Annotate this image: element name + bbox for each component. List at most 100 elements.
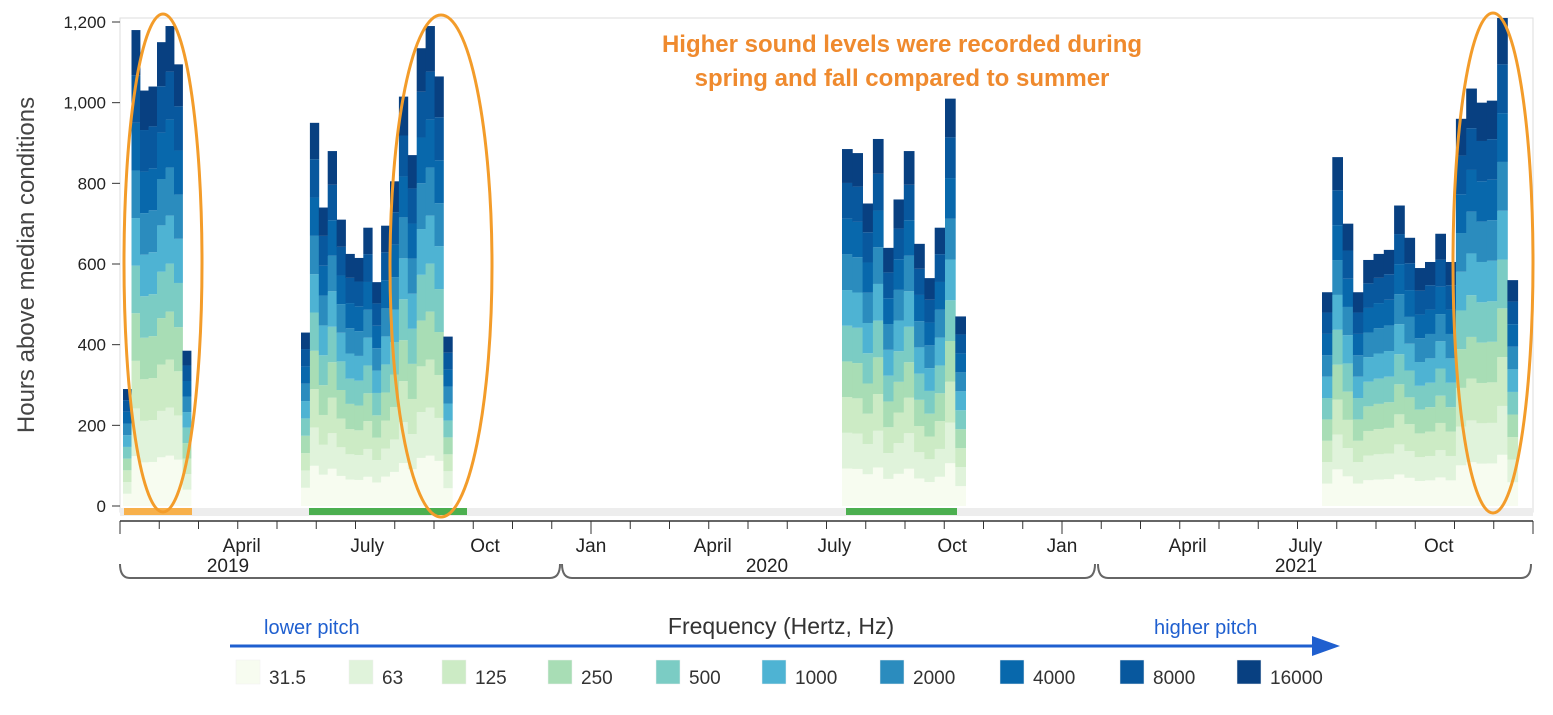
- bar-segment-500: [903, 326, 915, 363]
- bar-segment-63: [148, 420, 158, 462]
- bar-segment-63: [1363, 455, 1374, 481]
- bar-segment-31.5: [1352, 483, 1364, 506]
- bar-segment-4000: [893, 259, 905, 290]
- legend-swatch-4000: [999, 659, 1025, 685]
- bar-segment-250: [842, 361, 853, 398]
- bar-segment-16000: [301, 332, 311, 350]
- bar-segment-4000: [131, 122, 141, 171]
- bar-segment-250: [174, 327, 183, 372]
- bar-segment-63: [381, 448, 391, 477]
- bar-segment-125: [309, 389, 320, 428]
- y-tick-label: 1,200: [63, 13, 106, 32]
- bar-segment-125: [903, 397, 915, 434]
- bar-segment-31.5: [1404, 477, 1416, 506]
- bar-segment-125: [425, 359, 435, 408]
- bar-segment-31.5: [934, 476, 946, 506]
- bar-segment-1000: [182, 412, 192, 428]
- bar-segment-2000: [1466, 211, 1477, 254]
- bar-segment-125: [1497, 357, 1508, 406]
- bar-segment-4000: [318, 265, 329, 296]
- bar-segment-1000: [327, 291, 337, 327]
- bar-segment-16000: [434, 76, 444, 118]
- bar-segment-125: [1507, 437, 1519, 460]
- bar-segment-16000: [1435, 233, 1446, 260]
- bar-segment-4000: [398, 176, 409, 218]
- bar-segment-250: [1497, 308, 1508, 358]
- bar-segment-8000: [862, 232, 874, 263]
- bar-segment-4000: [955, 353, 966, 373]
- bar-segment-125: [336, 418, 346, 448]
- bar-segment-500: [945, 300, 956, 342]
- bar-segment-31.5: [318, 474, 329, 506]
- bar-segment-1000: [862, 322, 874, 354]
- legend-swatch-16000: [1236, 659, 1262, 685]
- bar-segment-31.5: [309, 465, 320, 506]
- bar-segment-16000: [443, 336, 453, 353]
- bar-segment-125: [1394, 414, 1405, 445]
- legend-label-63: 63: [382, 668, 403, 689]
- bar-segment-63: [165, 407, 175, 456]
- bar-segment-63: [1414, 457, 1426, 482]
- bar-segment-250: [1363, 406, 1374, 431]
- bar-segment-16000: [1383, 249, 1395, 275]
- bar-segment-16000: [165, 26, 175, 72]
- bar-segment-250: [1383, 402, 1395, 428]
- bar-segment-2000: [434, 203, 444, 247]
- bar-segment-31.5: [945, 463, 956, 506]
- bar-segment-500: [842, 325, 853, 362]
- y-axis: 0 200 400 600 800 1,000 1,200: [63, 13, 120, 516]
- bar-segment-250: [131, 313, 141, 361]
- bar-segment-31.5: [924, 482, 936, 506]
- bar-segment-250: [381, 392, 391, 421]
- legend-lower-pitch: lower pitch: [264, 617, 360, 639]
- bar-segment-500: [381, 364, 391, 393]
- bar-segment-2000: [416, 183, 426, 230]
- bar-segment-500: [1445, 382, 1457, 408]
- bar-segment-63: [434, 417, 444, 461]
- bar-segment-63: [1342, 448, 1354, 477]
- bar-segment-31.5: [1455, 465, 1467, 506]
- legend-label-125: 125: [475, 668, 507, 689]
- bar-segment-31.5: [1486, 463, 1498, 506]
- bar-segment-16000: [1373, 253, 1385, 278]
- timeline-track: [120, 508, 1533, 516]
- bar-segment-63: [1507, 459, 1519, 483]
- bar-segment-2000: [883, 324, 894, 350]
- x-axis: April July Oct Jan April July Oct Jan April July O…: [119, 520, 1534, 557]
- legend-swatch-500: [655, 659, 681, 685]
- bar-segment-16000: [1507, 280, 1519, 302]
- bar-segment-2000: [842, 254, 853, 291]
- bar-segment-63: [407, 434, 418, 470]
- bar-segment-31.5: [852, 468, 863, 506]
- bar-segment-500: [327, 326, 337, 363]
- bar-segment-4000: [1507, 324, 1519, 347]
- bar-segment-63: [309, 427, 320, 466]
- bar-segment-8000: [1466, 128, 1477, 170]
- bar-segment-1000: [148, 252, 158, 295]
- bar-segment-250: [1414, 409, 1426, 434]
- bar-segment-500: [425, 263, 435, 312]
- bar-segment-4000: [914, 294, 925, 322]
- bar-segment-2000: [157, 178, 166, 226]
- bar-segment-125: [174, 371, 183, 416]
- bar-segment-250: [1445, 407, 1457, 432]
- bar-segment-125: [123, 470, 132, 483]
- bar-segment-1000: [1435, 341, 1446, 369]
- bar-segment-500: [934, 365, 946, 394]
- bar-segment-31.5: [416, 457, 426, 506]
- bar-segment-8000: [1414, 290, 1426, 315]
- bar-segment-2000: [372, 348, 382, 371]
- bar-segment-8000: [1322, 312, 1333, 334]
- bar-segment-500: [157, 271, 166, 319]
- bar-segment-16000: [381, 225, 391, 253]
- bar-segment-31.5: [1383, 479, 1395, 506]
- bar-segment-2000: [123, 423, 132, 436]
- bar-segment-8000: [883, 272, 894, 299]
- year-bracket: [561, 563, 1096, 579]
- bar-segment-16000: [1394, 205, 1405, 235]
- bar-segment-31.5: [131, 456, 141, 506]
- bar-segment-500: [1342, 363, 1354, 392]
- bar-segment-125: [1476, 382, 1488, 424]
- bar-segment-2000: [309, 235, 320, 275]
- bar-segment-500: [443, 420, 453, 438]
